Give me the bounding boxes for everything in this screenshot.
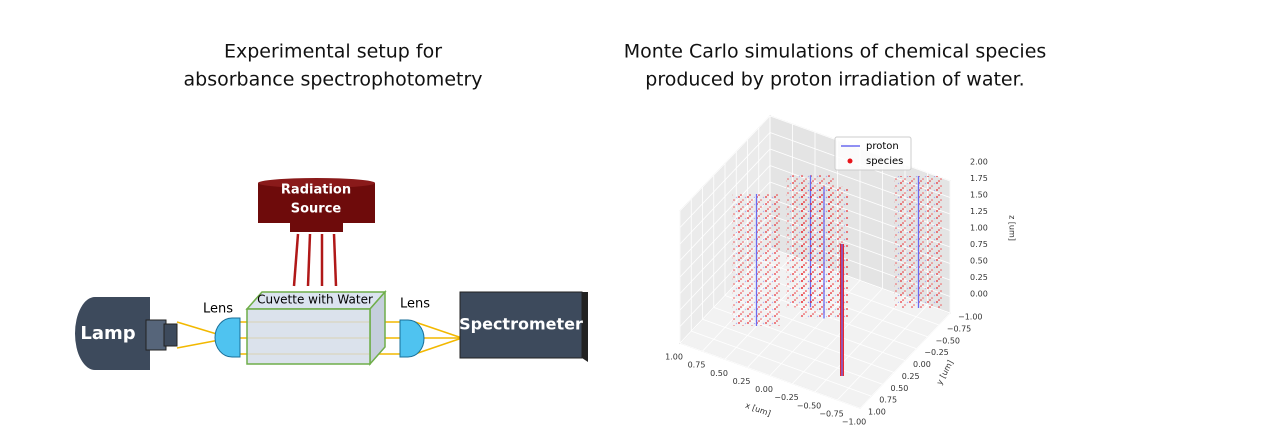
y-tick-label: 0.25 — [902, 372, 920, 381]
legend-swatch — [847, 158, 853, 164]
x-tick-label: −0.75 — [819, 409, 844, 418]
y-axis-label: y [um] — [935, 359, 955, 387]
y-tick-label: 0.75 — [879, 396, 897, 405]
label: Lens — [400, 297, 430, 312]
title-line: Monte Carlo simulations of chemical spec… — [624, 41, 1047, 63]
grid-line — [679, 165, 771, 261]
title-line: absorbance spectrophotometry — [183, 69, 482, 91]
y-tick-label: −1.00 — [958, 313, 983, 322]
label: Radiation — [281, 183, 351, 198]
z-tick-label: 0.25 — [970, 273, 988, 282]
z-tick-label: 0.75 — [970, 240, 988, 249]
grid-line — [679, 132, 771, 228]
source-body — [258, 183, 375, 223]
grid-line — [702, 318, 883, 385]
x-tick-label: 0.00 — [755, 385, 773, 394]
legend-label: species — [866, 156, 903, 167]
x-tick-label: 0.25 — [733, 377, 751, 386]
z-tick-label: 1.25 — [970, 207, 988, 216]
y-tick-label: 1.00 — [868, 408, 886, 417]
y-tick-label: 0.00 — [913, 360, 931, 369]
lens — [214, 317, 241, 358]
label: Spectrometer — [459, 315, 583, 334]
lens — [399, 319, 425, 358]
z-tick-label: 1.50 — [970, 191, 988, 200]
x-tick-label: −1.00 — [842, 418, 867, 427]
z-tick-label: 2.00 — [970, 158, 988, 167]
x-tick-label: −0.50 — [797, 401, 822, 410]
z-tick-label: 1.00 — [970, 224, 988, 233]
label: Cuvette with Water — [257, 293, 373, 307]
x-tick-label: 0.50 — [710, 369, 728, 378]
y-tick-label: −0.50 — [936, 336, 961, 345]
x-tick-label: 1.00 — [665, 353, 683, 362]
y-tick-label: 0.50 — [891, 384, 909, 393]
lamp-tip — [163, 323, 178, 347]
grid-line — [691, 330, 872, 397]
y-tick-label: −0.25 — [924, 348, 949, 357]
legend-label: proton — [866, 141, 899, 152]
x-tick-label: −0.25 — [774, 393, 799, 402]
x-tick-label: 0.75 — [688, 361, 706, 370]
z-tick-label: 0.00 — [970, 290, 988, 299]
title-line: produced by proton irradiation of water. — [645, 69, 1024, 91]
z-tick-label: 1.75 — [970, 174, 988, 183]
source-top — [258, 178, 375, 188]
lamp — [75, 297, 150, 370]
z-axis-label: z [um] — [1008, 215, 1017, 241]
grid-line — [679, 342, 861, 409]
y-tick-label: −0.75 — [947, 324, 972, 333]
label: Lamp — [80, 323, 135, 344]
grid-line — [679, 115, 771, 212]
x-axis-label: x [um] — [744, 401, 772, 418]
z-tick-label: 0.50 — [970, 257, 988, 266]
lamp-nozzle — [145, 319, 167, 351]
radiation-rays — [292, 233, 338, 287]
spectrometer — [459, 291, 583, 359]
right-panel: Monte Carlo simulations of chemical spec… — [624, 41, 1047, 427]
label: Lens — [203, 302, 233, 317]
title-line: Experimental setup for — [224, 41, 442, 63]
source-nozzle — [290, 220, 343, 232]
cuvette-front — [246, 308, 371, 365]
label: Source — [291, 202, 342, 217]
grid-line — [679, 148, 771, 245]
left-panel: Experimental setup for absorbance spectr… — [75, 41, 588, 370]
